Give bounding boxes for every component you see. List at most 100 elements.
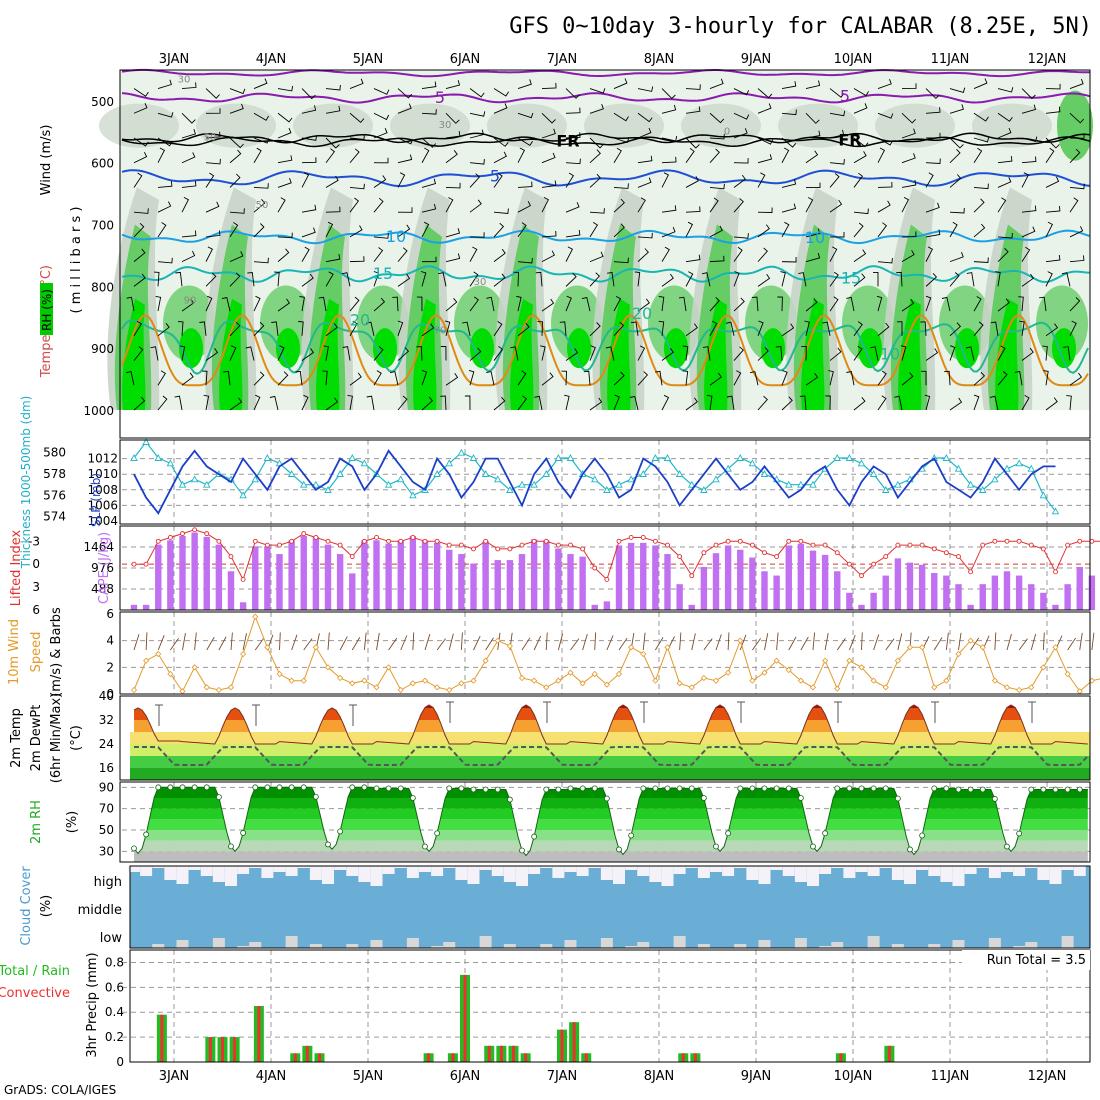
- wind-barb: [445, 253, 461, 263]
- wind-barb: [517, 200, 532, 213]
- cape-bar: [203, 536, 210, 610]
- wind-speed-marker: [470, 677, 477, 684]
- wind-barb: [877, 200, 891, 213]
- lifted-index-marker: [762, 550, 767, 556]
- wind-barb: [221, 296, 231, 312]
- cloud-high-gap: [261, 866, 274, 878]
- bottom-date-axis: 3JAN 4JAN 5JAN 6JAN 7JAN 8JAN 9JAN 10JAN 11JAN 12…: [159, 1069, 1067, 1084]
- wind-speed-marker: [591, 670, 598, 678]
- cloud-high-gap: [819, 866, 832, 874]
- wind-barb: [925, 295, 932, 312]
- temp-fill-band: [134, 708, 1088, 720]
- rh-region-50: [293, 103, 373, 148]
- wind-barb: [805, 150, 819, 164]
- lifted-index-marker: [192, 527, 198, 533]
- lifted-index-marker: [155, 538, 161, 544]
- pressure-tick: 600: [91, 157, 114, 171]
- rh-marker: [749, 785, 756, 792]
- wind-barb: [349, 134, 365, 140]
- wind-barb-10m: [170, 638, 179, 651]
- wind-speed-marker: [1003, 684, 1011, 691]
- cloud-high-gap: [697, 866, 710, 878]
- wind-barb-10m: [460, 632, 463, 651]
- wind-barb: [709, 197, 719, 213]
- wind-barb: [181, 112, 196, 124]
- rh-marker: [143, 831, 150, 838]
- lifted-index-marker: [907, 542, 913, 548]
- precip-bars: [156, 974, 895, 1062]
- millibars-label: ( m i l l i b a r s ): [69, 207, 84, 314]
- temp-band: [130, 744, 1090, 756]
- contour-label: 30: [439, 120, 452, 131]
- wind-barb: [1045, 106, 1061, 114]
- wind-barb: [1061, 272, 1071, 287]
- wind-barb: [301, 348, 315, 361]
- cloud-high-gap: [855, 866, 868, 872]
- lifted-index-marker: [665, 542, 670, 548]
- wind-barb: [517, 147, 526, 163]
- wind-barb: [901, 372, 914, 386]
- wind-barb: [901, 180, 917, 188]
- cloud-high-gap: [710, 866, 722, 872]
- wind-speed-marker: [676, 680, 683, 687]
- rh-marker: [773, 785, 780, 792]
- cape-bar: [155, 544, 162, 610]
- thickness-marker: [954, 464, 963, 472]
- wind-barb: [253, 223, 265, 238]
- wind-barb: [397, 224, 411, 238]
- wind-barb: [245, 346, 255, 361]
- rh-region-50: [681, 103, 761, 148]
- thickness-marker: [178, 480, 187, 488]
- cloud-high-gap: [807, 866, 819, 886]
- rh-marker: [167, 784, 174, 791]
- wind-barb: [804, 320, 810, 336]
- contour-label: 5: [490, 166, 500, 185]
- cloud-high-gap: [1001, 866, 1013, 872]
- thickness-marker: [554, 454, 563, 461]
- cloud-high-gap: [200, 866, 213, 876]
- wind-barb: [397, 88, 413, 99]
- rh-region-90: [704, 298, 728, 410]
- wind-barb: [397, 154, 413, 164]
- wind-barb: [126, 296, 135, 312]
- rh-marker: [991, 796, 998, 802]
- rh-marker: [215, 794, 222, 801]
- thickness-marker: [154, 454, 163, 461]
- cloud-high-gap: [722, 866, 735, 876]
- contour-label: 10: [880, 344, 900, 363]
- wind-speed-marker: [494, 637, 501, 644]
- wind-barb: [133, 137, 149, 147]
- wind-barb-10m: [861, 632, 863, 651]
- wind-barb-10m: [764, 633, 769, 651]
- wind-barb: [416, 346, 423, 361]
- cape-bar: [409, 535, 417, 610]
- wind-barb: [829, 232, 845, 238]
- wind-barb: [421, 109, 437, 115]
- wind-speed-marker: [1064, 670, 1071, 678]
- wind-speed-marker: [664, 644, 671, 651]
- wind-barb: [589, 104, 604, 114]
- rh-marker: [761, 785, 768, 792]
- wind-barb: [901, 128, 916, 139]
- wind-barb: [637, 112, 653, 123]
- wind-barb: [421, 203, 437, 213]
- date-label-top: 8JAN: [644, 52, 675, 67]
- wind-barb: [613, 371, 625, 386]
- wind-barb: [133, 103, 148, 114]
- wind-barb: [203, 394, 210, 411]
- cloud-high-gap: [1013, 866, 1026, 876]
- lifted-index-marker: [992, 538, 998, 544]
- cape-bar: [1040, 592, 1047, 610]
- temp-contour-15: [121, 265, 1091, 284]
- wind-barb: [397, 274, 411, 287]
- wind-barb: [541, 112, 556, 124]
- cape-bar: [567, 554, 574, 610]
- wind-barb: [1021, 347, 1034, 361]
- wind-barb: [757, 346, 769, 361]
- wind-barb: [1045, 83, 1061, 90]
- cape-bar: [288, 540, 295, 610]
- cloud-low-block: [637, 942, 650, 948]
- lifted-index-marker: [725, 538, 731, 544]
- rh-marker: [264, 784, 271, 791]
- lifted-index-marker: [1016, 538, 1022, 544]
